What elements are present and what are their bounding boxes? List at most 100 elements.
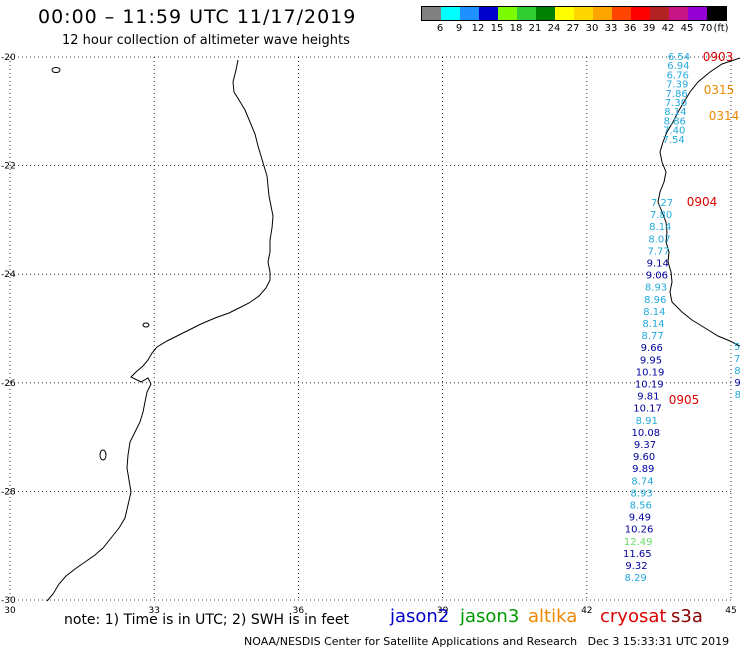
legend-label: 39 (642, 23, 656, 34)
y-tick-label: -28 (1, 487, 16, 497)
legend-label: 6 (436, 23, 444, 34)
legend-swatch (669, 7, 688, 20)
legend-swatch (536, 7, 555, 20)
legend-swatch (422, 7, 441, 20)
legend-label: 27 (566, 23, 580, 34)
legend-swatches (421, 6, 727, 21)
wave-reading: 8.86 (664, 116, 686, 127)
x-tick-label: 33 (148, 606, 159, 616)
madagascar-coastline (657, 57, 740, 347)
wave-reading: 8.07 (648, 234, 670, 245)
wave-reading: 8.14 (649, 222, 671, 233)
wave-reading: 12.49 (624, 537, 653, 548)
wave-reading: 6.76 (667, 70, 689, 81)
legend-swatch (555, 7, 574, 20)
y-tick-label: -30 (1, 596, 16, 606)
legend-swatch (650, 7, 669, 20)
legend-label: 18 (509, 23, 523, 34)
legend-label: 30 (585, 23, 599, 34)
wave-reading: 5 (734, 342, 740, 353)
wave-reading: 9.81 (637, 392, 659, 403)
wave-reading: 8.93 (645, 283, 667, 294)
wave-reading: 7.39 (666, 80, 688, 91)
legend-label: 36 (623, 23, 637, 34)
x-tick-label: 42 (581, 606, 592, 616)
wave-reading: 8.14 (642, 319, 664, 330)
satellite-label-s3a: s3a (671, 606, 703, 627)
wave-reading: 8.74 (631, 476, 653, 487)
x-tick-label: 39 (437, 606, 449, 616)
satellite-label-altika: altika (528, 606, 578, 627)
footer-agency: NOAA/NESDIS Center for Satellite Applica… (244, 635, 578, 648)
pass-time-label: 0314 (709, 109, 740, 123)
wave-reading: 10.19 (636, 367, 665, 378)
y-tick-label: -20 (1, 53, 16, 63)
legend-swatch (574, 7, 593, 20)
wave-reading: 8.56 (630, 501, 652, 512)
island (51, 67, 61, 73)
page-subtitle: 12 hour collection of altimeter wave hei… (62, 33, 350, 48)
wave-reading: 8.77 (642, 331, 664, 342)
axis-labels: 30 33 36 39 42 45 -20 -22 -24 -26 -28 -30 (1, 53, 737, 616)
legend-swatch (479, 7, 498, 20)
x-tick-label: 30 (4, 606, 16, 616)
legend-swatch (688, 7, 707, 20)
wave-reading: 8 (734, 366, 740, 377)
legend-swatch (517, 7, 536, 20)
wave-reading: 9.49 (629, 513, 651, 524)
wave-readings: 6.546.946.767.397.867.308.148.867.407.54… (623, 50, 740, 584)
wave-reading: 7.86 (665, 89, 687, 100)
wave-reading: 8.14 (664, 107, 686, 118)
satellite-label-jason3: jason3 (460, 606, 520, 627)
y-tick-label: -26 (1, 379, 16, 389)
legend-swatch (593, 7, 612, 20)
legend-label: 21 (528, 23, 542, 34)
legend-label: 33 (604, 23, 618, 34)
wave-reading: 10.17 (633, 404, 662, 415)
wave-reading: 7.54 (662, 135, 684, 146)
wave-reading: 7.30 (665, 98, 687, 109)
legend-labels: 6 9 12 15 18 21 24 27 30 33 36 39 42 45 70 (ft) (421, 21, 729, 35)
legend-label: 24 (547, 23, 561, 34)
x-tick-label: 45 (725, 606, 736, 616)
wave-reading: 9.14 (647, 259, 669, 270)
wave-reading: 8.96 (644, 295, 666, 306)
satellite-label-jason2: jason2 (390, 606, 450, 627)
y-tick-label: -24 (1, 270, 16, 280)
color-legend: 6 9 12 15 18 21 24 27 30 33 36 39 42 45 70 (ft) (421, 6, 729, 35)
legend-label: 42 (661, 23, 675, 34)
wave-reading: 10.19 (635, 380, 664, 391)
footer-timestamp: Dec 3 15:33:31 UTC 2019 (587, 635, 730, 648)
y-tick-label: -22 (1, 162, 16, 172)
wave-reading: 7.80 (650, 210, 672, 221)
wave-reading: 7.77 (647, 246, 669, 257)
legend-swatch (631, 7, 650, 20)
legend-swatch (460, 7, 479, 20)
wave-reading: 8.91 (636, 416, 658, 427)
legend-swatch (707, 7, 726, 20)
map-grid (9, 56, 732, 601)
legend-unit: (ft) (713, 23, 729, 34)
pass-time-label: 0315 (704, 83, 735, 97)
page-title: 00:00 – 11:59 UTC 11/17/2019 (38, 6, 357, 28)
wave-reading: 10.08 (632, 428, 661, 439)
legend-label: 9 (455, 23, 463, 34)
legend-label: 12 (471, 23, 485, 34)
island (99, 449, 107, 461)
wave-reading: 6.94 (667, 61, 689, 72)
footer-credit: NOAA/NESDIS Center for Satellite Applica… (244, 635, 729, 648)
pass-time-label: 0904 (687, 195, 718, 209)
wave-reading: 7 (734, 354, 740, 365)
wave-reading: 9.37 (634, 440, 656, 451)
note-text: note: 1) Time is in UTC; 2) SWH is in fe… (64, 612, 350, 628)
pass-time-label: 0905 (669, 393, 700, 407)
satellite-label-cryosat: cryosat (600, 606, 667, 627)
wave-reading: 9.66 (641, 343, 663, 354)
legend-swatch (498, 7, 517, 20)
wave-reading: 8.29 (625, 573, 647, 584)
wave-reading: 6.54 (668, 52, 690, 63)
wave-reading: 9.32 (625, 561, 647, 572)
island (142, 322, 150, 328)
wave-reading: 9.95 (640, 355, 662, 366)
